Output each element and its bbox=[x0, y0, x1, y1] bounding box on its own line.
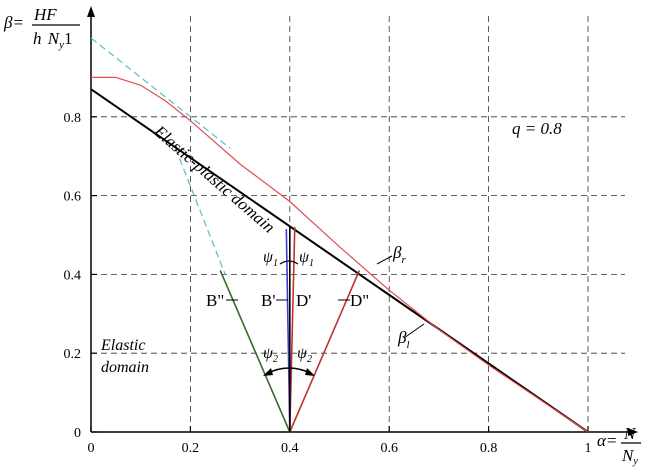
series bbox=[90, 37, 589, 433]
y-label-den-h: h bbox=[33, 29, 42, 48]
psi2-right-symbol: ψ bbox=[297, 345, 308, 362]
x-label-den-N: N bbox=[621, 446, 635, 465]
y-tick-label-1: 0.2 bbox=[64, 347, 82, 362]
y-label-num: HF bbox=[33, 5, 57, 24]
x-tick-label-0: 0 bbox=[88, 441, 95, 456]
psi1-right-label: ψ1 bbox=[299, 249, 314, 269]
beta-r-symbol: β bbox=[392, 243, 402, 262]
psi1-left-symbol: ψ bbox=[263, 249, 274, 266]
angle-arcs bbox=[263, 260, 315, 376]
beta-l-label: βl bbox=[397, 328, 410, 351]
x-label-num: N bbox=[623, 424, 637, 443]
B1-label: B' bbox=[261, 291, 275, 310]
beta-r-label: βr bbox=[392, 243, 406, 266]
psi2-arrow-right bbox=[305, 368, 315, 376]
beta-r-sub: r bbox=[401, 254, 406, 266]
B2-label: B" bbox=[206, 291, 224, 310]
grid bbox=[91, 14, 625, 432]
y-tick-label-2: 0.4 bbox=[64, 268, 82, 283]
x-axis-arrow bbox=[628, 428, 638, 436]
x-tick-label-2: 0.4 bbox=[281, 441, 299, 456]
y-axis-arrow bbox=[87, 6, 95, 17]
elastic-label-1: Elastic bbox=[100, 337, 145, 354]
ray-D2 bbox=[289, 270, 361, 433]
series-line-0 bbox=[90, 88, 589, 433]
x-tick-label-4: 0.8 bbox=[480, 441, 498, 456]
y-label-den-sub: y bbox=[58, 39, 64, 51]
psi1-arc bbox=[279, 260, 299, 265]
series-line-2 bbox=[90, 37, 231, 149]
x-label-den-sub: y bbox=[632, 456, 638, 467]
y-tick-label-0: 0 bbox=[74, 426, 81, 441]
psi2-right-label: ψ2 bbox=[297, 345, 312, 365]
x-tick-label-5: 1 bbox=[585, 441, 592, 456]
psi1-left-label: ψ1 bbox=[263, 249, 278, 269]
psi2-arrow-left bbox=[263, 368, 273, 376]
series-line-3 bbox=[174, 148, 226, 275]
x-label-den: Ny bbox=[621, 446, 638, 467]
psi2-left-sub: 2 bbox=[273, 354, 278, 365]
beta-l-symbol: β bbox=[397, 328, 407, 347]
ticks bbox=[90, 116, 589, 433]
beta-l-leader bbox=[403, 323, 425, 339]
tick-labels: 0 0.2 0.4 0.6 0.8 1 0 0.2 0.4 0.6 0.8 bbox=[64, 111, 592, 456]
series-line-1 bbox=[91, 76, 589, 433]
elastic-label-2: domain bbox=[101, 359, 149, 376]
x-tick-label-3: 0.6 bbox=[380, 441, 398, 456]
psi2-left-label: ψ2 bbox=[263, 345, 278, 365]
ray-B2 bbox=[219, 270, 291, 433]
y-tick-label-3: 0.6 bbox=[64, 190, 82, 205]
psi2-right-sub: 2 bbox=[307, 354, 312, 365]
x-tick-label-1: 0.2 bbox=[182, 441, 200, 456]
D2-label: D" bbox=[350, 291, 369, 310]
y-label-den-N: N bbox=[47, 29, 61, 48]
y-tick-label-4: 0.8 bbox=[64, 111, 82, 126]
D1-label: D' bbox=[296, 291, 311, 310]
y-label-den-1: 1 bbox=[64, 29, 73, 48]
beta-l-sub: l bbox=[406, 339, 409, 351]
psi1-right-sub: 1 bbox=[309, 258, 314, 269]
y-label-den: h Ny1 bbox=[33, 29, 72, 51]
rays bbox=[219, 227, 361, 433]
x-axis-label: α= N Ny bbox=[597, 424, 641, 467]
axes bbox=[87, 6, 638, 436]
y-axis-label: β= HF h Ny1 bbox=[3, 5, 80, 51]
q-label: q = 0.8 bbox=[512, 119, 562, 138]
x-label-alpha: α= bbox=[597, 431, 617, 450]
psi2-left-symbol: ψ bbox=[263, 345, 274, 362]
beta-r-leader bbox=[376, 255, 393, 265]
psi1-right-symbol: ψ bbox=[299, 249, 310, 266]
psi1-left-sub: 1 bbox=[273, 258, 278, 269]
y-label-beta: β= bbox=[3, 13, 24, 32]
